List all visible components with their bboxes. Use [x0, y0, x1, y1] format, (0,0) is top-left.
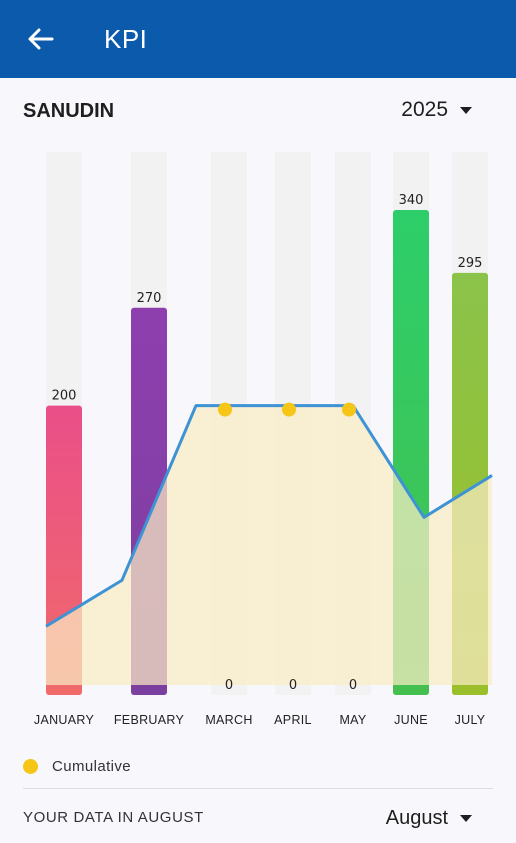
cumulative-point: [218, 402, 232, 417]
cumulative-point: [282, 402, 296, 417]
cumulative-area: [46, 405, 492, 685]
category-label: JANUARY: [34, 713, 95, 727]
caret-down-icon: [460, 814, 472, 822]
category-label: JULY: [455, 713, 486, 727]
app-bar: KPI: [0, 0, 516, 78]
category-label: APRIL: [274, 713, 312, 727]
arrow-left-icon[interactable]: [22, 22, 58, 56]
kpi-chart: 200 270 0 0 0 340 295 JANUARY FEBRUARY MARCH APRIL…: [34, 152, 493, 727]
category-label: JUNE: [394, 713, 428, 727]
data-label: 0: [289, 678, 297, 693]
cumulative-point: [342, 402, 356, 417]
month-dropdown[interactable]: August: [386, 804, 472, 832]
divider: [23, 788, 493, 789]
data-label: 295: [458, 256, 483, 271]
data-label: 270: [137, 291, 162, 306]
legend-label: Cumulative: [52, 757, 132, 775]
page-title: KPI: [104, 24, 148, 54]
year-dropdown-value: 2025: [401, 98, 448, 121]
data-label: 200: [52, 389, 77, 404]
user-name: SANUDIN: [23, 100, 115, 122]
caret-down-icon: [460, 106, 472, 114]
category-label: MAY: [339, 713, 366, 727]
category-label: FEBRUARY: [114, 713, 185, 727]
category-label: MARCH: [205, 713, 252, 727]
chart-legend: Cumulative: [23, 754, 131, 778]
month-dropdown-value: August: [385, 806, 448, 829]
data-label: 340: [399, 193, 424, 208]
year-dropdown[interactable]: 2025: [401, 96, 472, 124]
data-label: 0: [349, 678, 357, 693]
legend-dot-icon: [23, 758, 38, 774]
section-label: YOUR DATA IN AUGUST: [23, 809, 204, 826]
data-label: 0: [225, 678, 233, 693]
